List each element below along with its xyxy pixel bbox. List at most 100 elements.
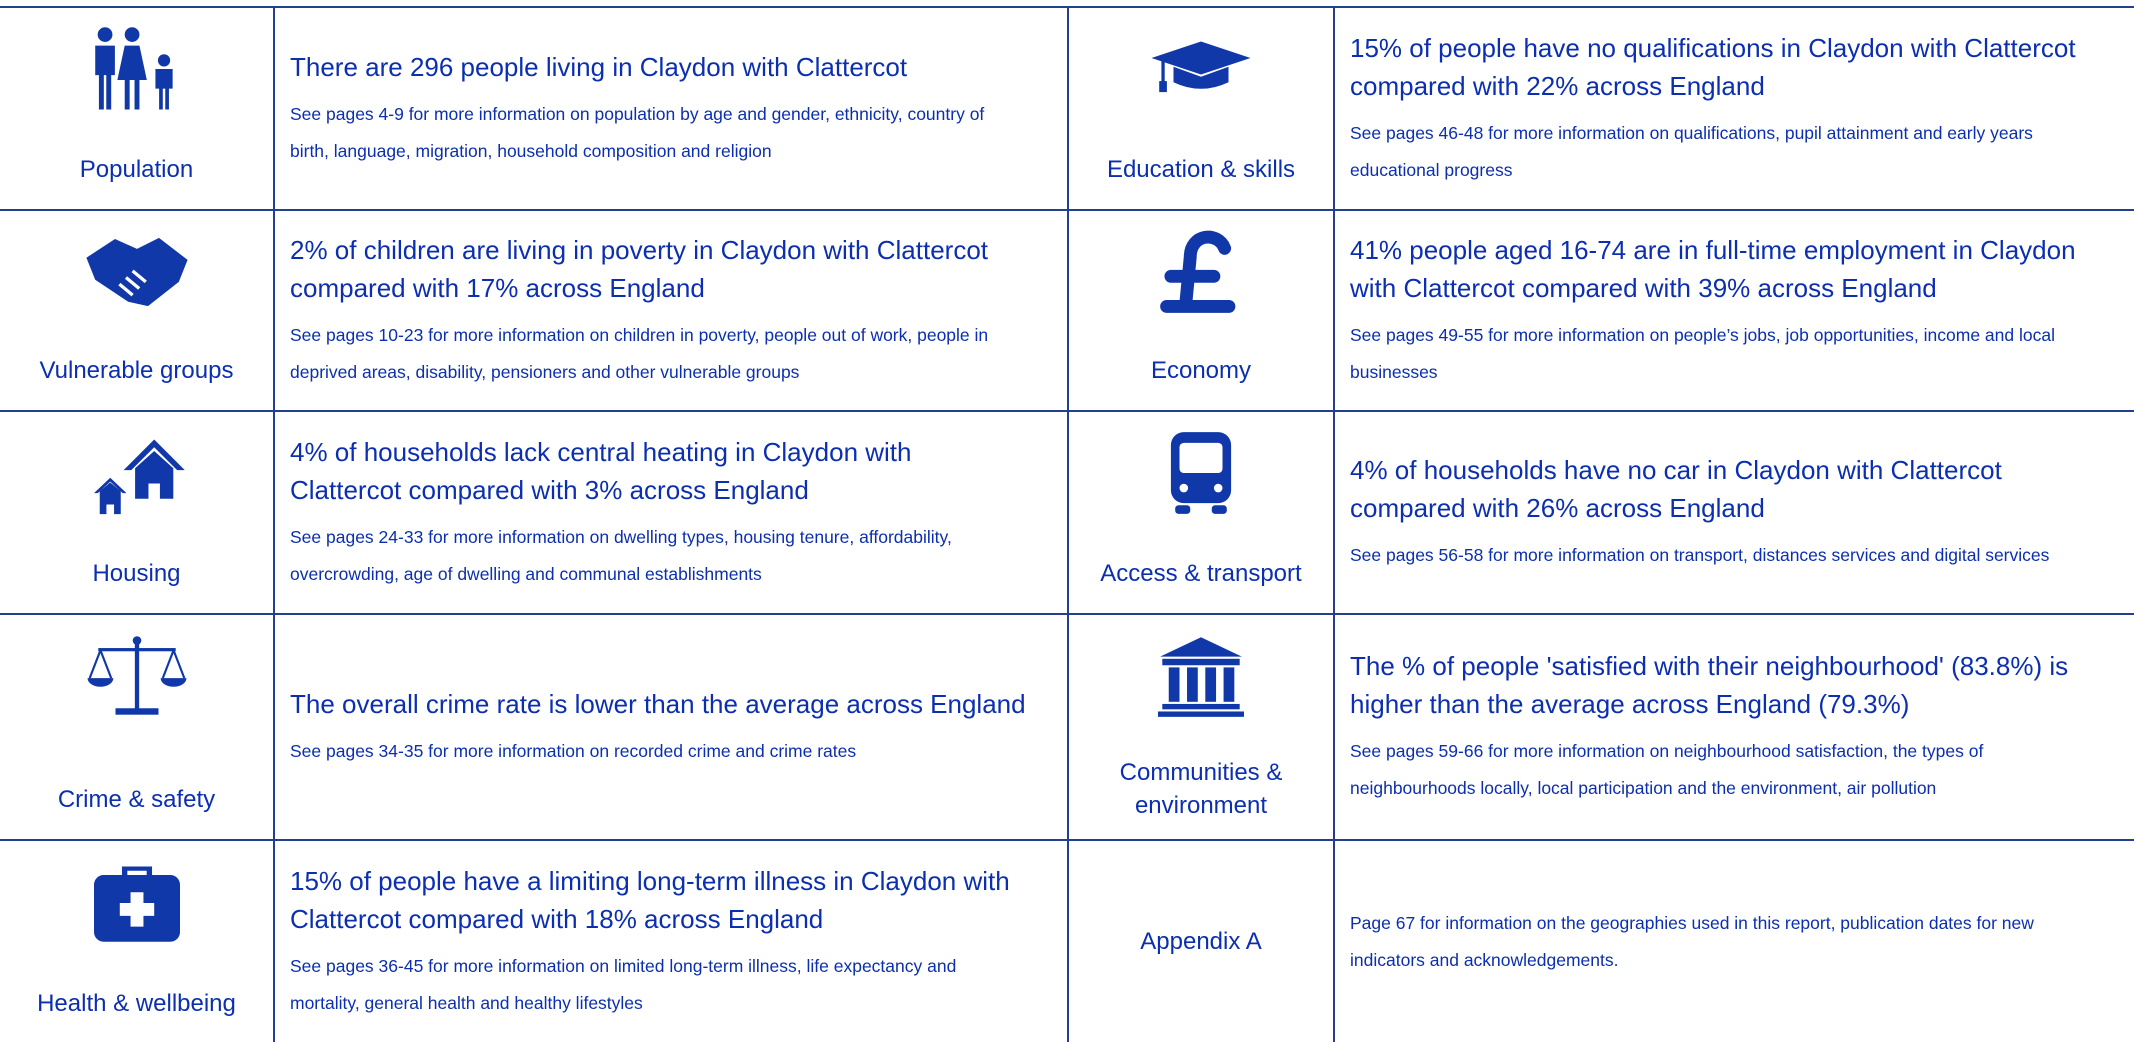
icon-shape xyxy=(117,269,147,297)
icon-shape: Vulnerable groups xyxy=(0,211,273,410)
detail: See pages 34-35 for more information on … xyxy=(290,740,857,761)
icon-cell: Education & skills xyxy=(1067,6,1335,211)
icon-shape xyxy=(1179,442,1223,473)
icon-shape xyxy=(1223,667,1235,702)
scales-icon xyxy=(87,636,186,715)
headline: 15% of people have no qualifications in … xyxy=(1350,32,2076,101)
icon-cell: Communities & environment xyxy=(1067,613,1335,841)
icon-shape: Population xyxy=(0,8,273,209)
icon-cell: Crime & safety xyxy=(0,613,275,841)
row: Housing 4% of households lack central he… xyxy=(0,410,2134,615)
icon-shape xyxy=(1168,667,1180,702)
icon-shape xyxy=(1162,658,1240,666)
row: Crime & safety The overall crime rate is… xyxy=(0,613,2134,841)
icon-shape xyxy=(93,477,126,494)
health-icon xyxy=(93,865,180,942)
icon-shape xyxy=(119,891,154,927)
icon-shape xyxy=(1179,483,1189,493)
text-cell: 2% of children are living in poverty in … xyxy=(273,209,1069,412)
icon-shape xyxy=(97,648,176,652)
icon-shape xyxy=(132,636,141,645)
text-cell: Page 67 for information on the geographi… xyxy=(1333,839,2134,1042)
detail: See pages 10-23 for more information on … xyxy=(290,324,989,382)
summary-table: Population There are 296 people living i… xyxy=(0,6,2134,1042)
icon-shape xyxy=(88,649,185,679)
icon-cell: Appendix A xyxy=(1067,839,1335,1042)
icon-shape xyxy=(1173,66,1229,89)
icon-shape xyxy=(124,27,139,42)
section-label: Vulnerable groups xyxy=(39,357,234,385)
icon-shape: Education & skills xyxy=(1069,8,1333,209)
handshake-icon xyxy=(85,237,188,307)
icon-shape: Access & transport xyxy=(1069,412,1333,613)
icon-shape xyxy=(1162,703,1240,710)
icon-shape: Population There are 296 people living i… xyxy=(0,6,2134,1042)
text-cell: 4% of households have no car in Claydon … xyxy=(1333,410,2134,615)
text-cell: There are 296 people living in Claydon w… xyxy=(273,6,1069,211)
icon-shape xyxy=(1211,505,1227,514)
icon-shape xyxy=(134,451,173,499)
section-label: Health & wellbeing xyxy=(37,989,236,1017)
icon-shape xyxy=(97,27,112,42)
icon-shape xyxy=(1213,483,1223,493)
icon-shape xyxy=(1187,667,1198,702)
icon-shape xyxy=(1175,505,1191,514)
icon-cell: Housing xyxy=(0,410,275,615)
headline: 4% of households have no car in Claydon … xyxy=(1350,455,2002,523)
icon-shape: Communities & environment xyxy=(1069,615,1333,839)
bus-icon xyxy=(1170,432,1232,514)
icon-shape xyxy=(121,865,152,875)
institution-icon xyxy=(1158,637,1244,717)
icon-shape xyxy=(1205,667,1217,702)
section-label: Appendix A xyxy=(1140,928,1262,956)
section-label: Population xyxy=(79,156,194,184)
headline: 41% people aged 16-74 are in full-time e… xyxy=(1350,234,2076,303)
icon-shape: Economy xyxy=(1069,211,1333,410)
detail: See pages 59-66 for more information on … xyxy=(1350,741,1984,798)
section-label: Crime & safety xyxy=(57,786,216,814)
row: Health & wellbeing 15% of people have a … xyxy=(0,839,2134,1042)
icon-shape: Housing xyxy=(0,412,273,613)
icon-shape xyxy=(99,482,121,515)
text-cell: The % of people 'satisfied with their ne… xyxy=(1333,613,2134,841)
headline: 4% of households lack central heating in… xyxy=(290,436,912,505)
row: Vulnerable groups 2% of children are liv… xyxy=(0,209,2134,412)
icon-shape xyxy=(1158,711,1244,717)
headline: There are 296 people living in Claydon w… xyxy=(290,51,908,82)
icon-shape xyxy=(94,45,115,110)
icon-shape xyxy=(116,45,147,110)
headline: The overall crime rate is lower than the… xyxy=(290,688,1026,719)
icon-shape xyxy=(123,439,185,471)
icon-shape xyxy=(1159,81,1167,93)
icon-shape xyxy=(1151,41,1251,75)
icon-shape xyxy=(157,54,170,67)
section-label: Education & skills xyxy=(1106,156,1296,184)
section-label: Housing xyxy=(92,560,181,588)
icon-cell: Health & wellbeing xyxy=(0,839,275,1042)
detail: See pages 46-48 for more information on … xyxy=(1350,122,2033,180)
text-cell: 41% people aged 16-74 are in full-time e… xyxy=(1333,209,2134,412)
icon-shape xyxy=(115,708,158,715)
detail: See pages 36-45 for more information on … xyxy=(290,956,957,1013)
detail: See pages 56-58 for more information on … xyxy=(1350,545,2050,565)
detail: See pages 24-33 for more information on … xyxy=(290,526,952,584)
icon-shape xyxy=(1160,230,1236,313)
population-icon xyxy=(94,27,173,110)
icon-cell: Access & transport xyxy=(1067,410,1335,615)
icon-shape: Appendix A xyxy=(1069,842,1333,1042)
icon-shape: Crime & safety xyxy=(0,615,273,839)
icon-shape xyxy=(134,639,139,711)
section-label: Access & transport xyxy=(1100,560,1302,588)
text-cell: 4% of households lack central heating in… xyxy=(273,410,1069,615)
education-icon xyxy=(1151,41,1251,93)
icon-shape xyxy=(85,237,188,307)
pound-icon xyxy=(1160,230,1236,313)
detail: Page 67 for information on the geographi… xyxy=(1350,913,2034,970)
text-cell: 15% of people have no qualifications in … xyxy=(1333,6,2134,211)
text-cell: 15% of people have a limiting long-term … xyxy=(273,839,1069,1042)
icon-shape xyxy=(1161,59,1165,84)
icon-shape xyxy=(1160,637,1242,657)
text-cell: The overall crime rate is lower than the… xyxy=(273,613,1069,841)
detail: See pages 4-9 for more information on po… xyxy=(290,103,985,161)
